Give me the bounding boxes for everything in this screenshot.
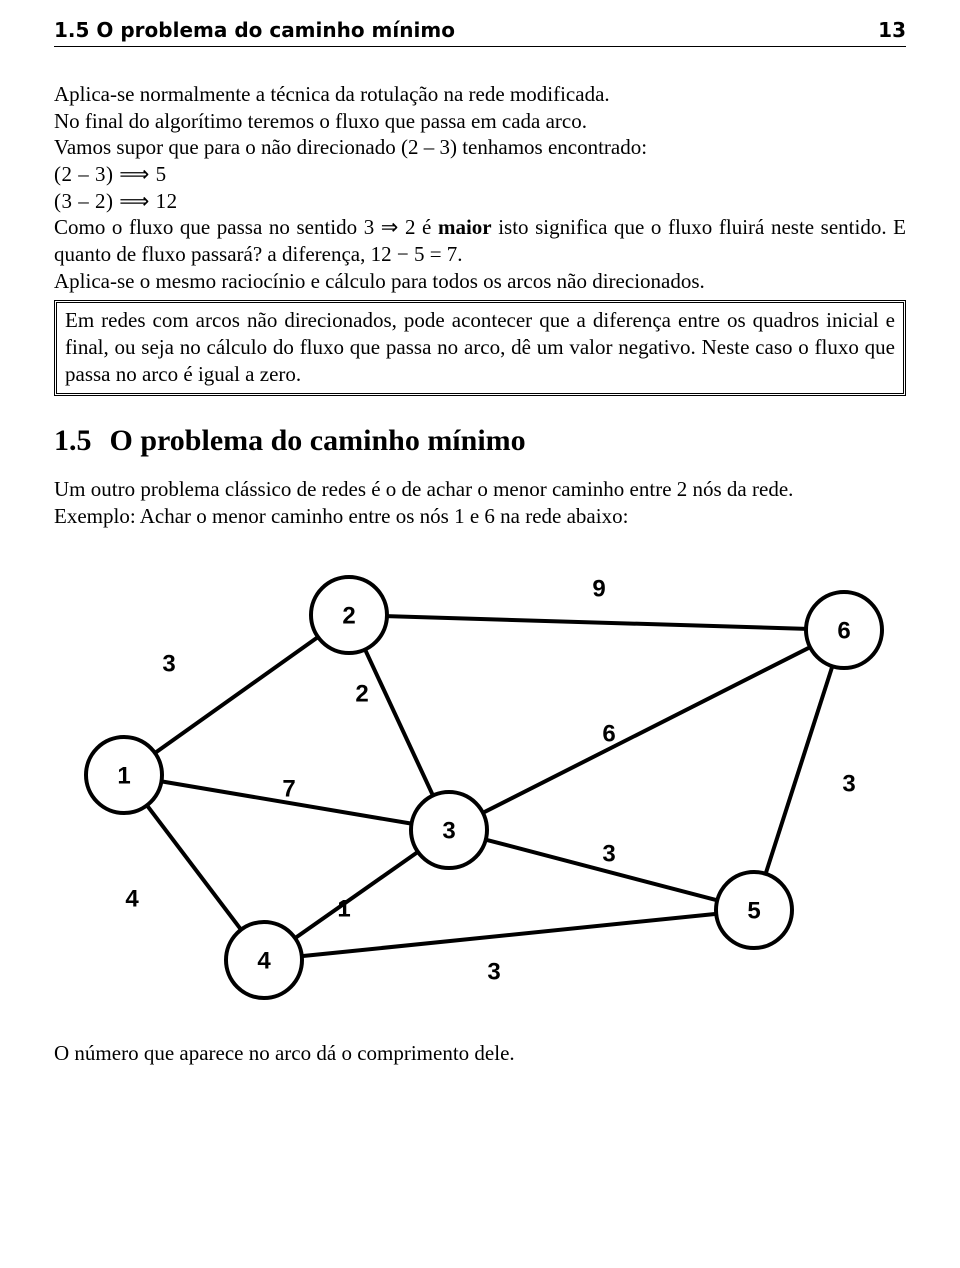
- graph-edge: [483, 647, 810, 813]
- body-text-block-3: O número que aparece no arco dá o compri…: [54, 1040, 906, 1067]
- body-text-block-2: Um outro problema clássico de redes é o …: [54, 476, 906, 529]
- graph-edge: [295, 851, 418, 937]
- paragraph: Exemplo: Achar o menor caminho entre os …: [54, 503, 906, 530]
- graph-edge: [365, 649, 433, 795]
- graph-edge: [302, 913, 716, 955]
- body-text-block-1: Aplica-se normalmente a técnica da rotul…: [54, 81, 906, 396]
- section-title: O problema do caminho mínimo: [110, 424, 526, 457]
- graph-edge: [147, 805, 241, 929]
- paragraph: Aplica-se normalmente a técnica da rotul…: [54, 81, 906, 108]
- section-heading: 1.5 O problema do caminho mínimo: [54, 424, 906, 458]
- graph-node-label: 3: [442, 817, 455, 844]
- edge-weight-label: 7: [282, 775, 295, 802]
- header-section-ref: 1.5 O problema do caminho mínimo: [54, 18, 455, 42]
- graph-edge: [387, 616, 806, 629]
- graph-node-label: 4: [257, 947, 271, 974]
- edge-weight-label: 2: [355, 680, 368, 707]
- edge-weight-label: 1: [337, 895, 350, 922]
- paragraph: Um outro problema clássico de redes é o …: [54, 476, 906, 503]
- edge-weight-label: 3: [602, 840, 615, 867]
- graph-node-label: 5: [747, 897, 760, 924]
- bold-word: maior: [438, 215, 492, 239]
- paragraph: O número que aparece no arco dá o compri…: [54, 1040, 906, 1067]
- edge-weight-label: 4: [125, 885, 139, 912]
- paragraph: Vamos supor que para o não direcionado (…: [54, 134, 906, 161]
- running-header: 1.5 O problema do caminho mínimo 13: [54, 18, 906, 42]
- section-number: 1.5: [54, 424, 92, 457]
- equation-line: (2 – 3) ⟹ 5: [54, 161, 906, 188]
- network-graph: 3 7 4 2 9 1 3 6 3 3 1 2 3 4 5 6: [54, 560, 906, 1010]
- edge-weight-label: 9: [592, 575, 605, 602]
- edge-weight-label: 3: [162, 650, 175, 677]
- graph-edge: [155, 637, 318, 753]
- graph-node-label: 2: [342, 602, 355, 629]
- graph-edge: [766, 666, 833, 874]
- header-rule: [54, 46, 906, 47]
- note-box: Em redes com arcos não direcionados, pod…: [54, 300, 906, 396]
- header-page-number: 13: [878, 18, 906, 42]
- graph-node-label: 6: [837, 617, 850, 644]
- text-fragment: Como o fluxo que passa no sentido 3 ⇒ 2 …: [54, 215, 438, 239]
- boxed-text: Em redes com arcos não direcionados, pod…: [65, 308, 895, 385]
- edge-weight-label: 3: [842, 770, 855, 797]
- paragraph: Como o fluxo que passa no sentido 3 ⇒ 2 …: [54, 214, 906, 267]
- edge-weight-label: 3: [487, 958, 500, 985]
- paragraph: Aplica-se o mesmo raciocínio e cálculo p…: [54, 268, 906, 295]
- equation-line: (3 – 2) ⟹ 12: [54, 188, 906, 215]
- graph-node-label: 1: [117, 762, 130, 789]
- paragraph: No final do algorítimo teremos o fluxo q…: [54, 108, 906, 135]
- edge-weight-label: 6: [602, 720, 615, 747]
